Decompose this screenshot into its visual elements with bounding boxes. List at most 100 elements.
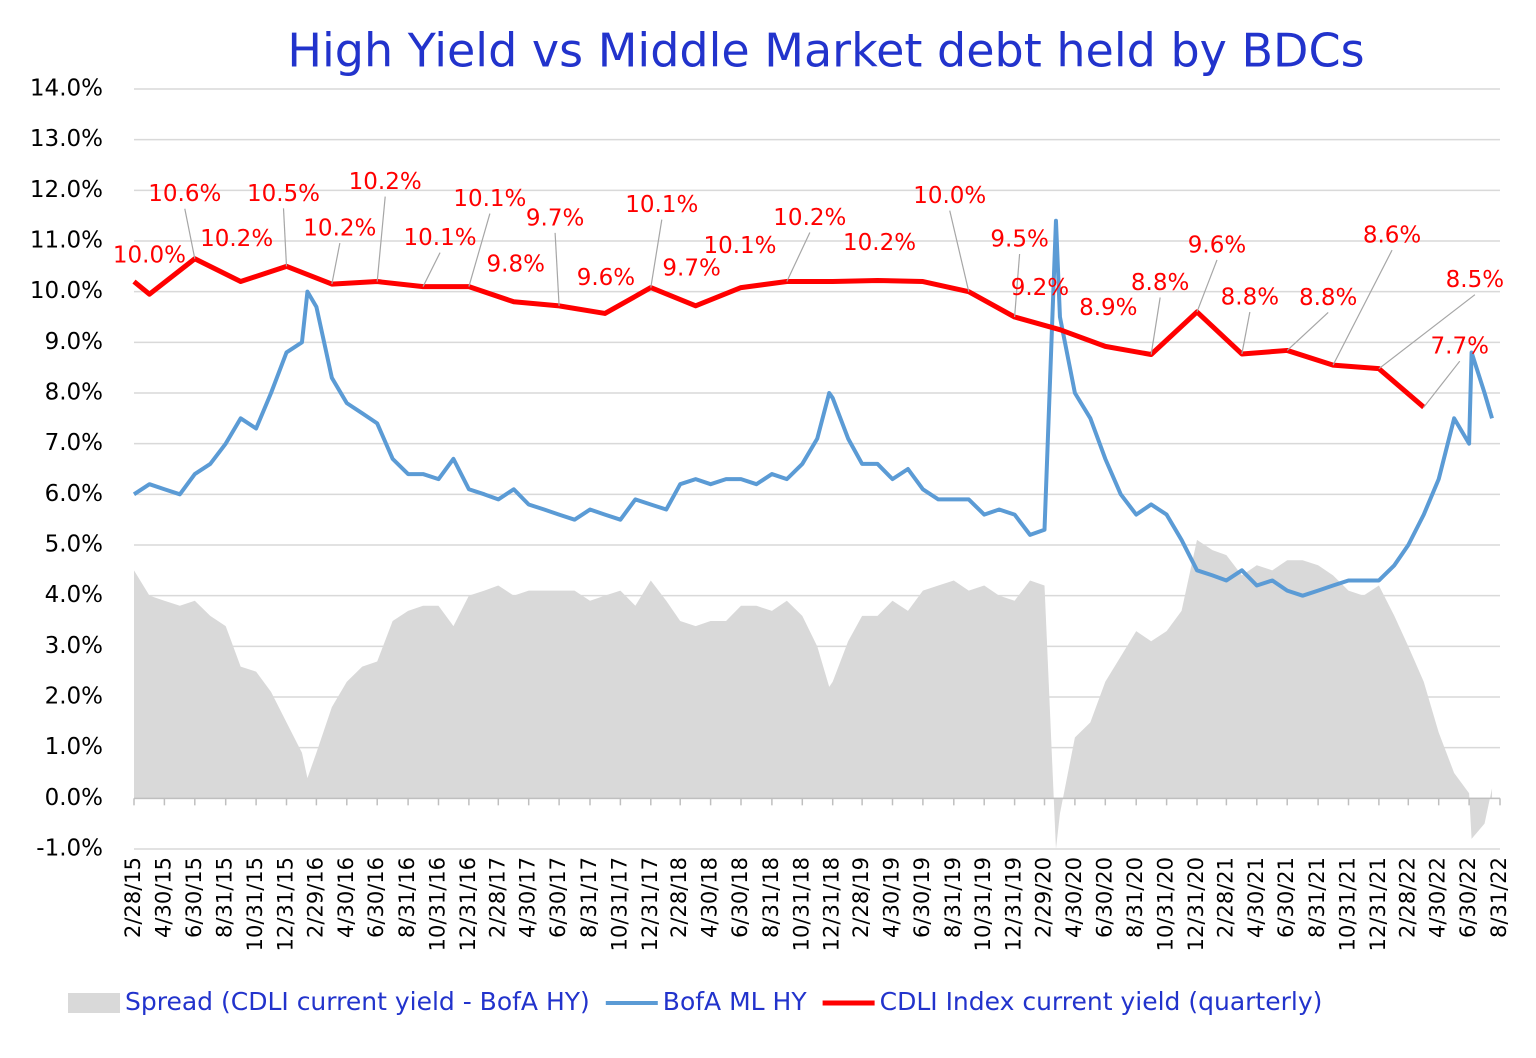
x-tick-label: 10/31/18	[789, 857, 813, 951]
data-label: 10.0%	[913, 183, 986, 209]
leader-line	[554, 232, 560, 306]
x-tick-label: 6/30/21	[1274, 857, 1298, 938]
leader-line	[1423, 360, 1461, 408]
leader-line	[376, 196, 386, 282]
x-tick-label: 8/31/22	[1487, 857, 1511, 938]
data-label: 7.7%	[1431, 334, 1489, 360]
data-label: 9.6%	[1188, 232, 1246, 258]
x-tick-label: 4/30/19	[880, 857, 904, 938]
x-tick-label: 12/31/15	[273, 857, 297, 951]
data-label: 8.6%	[1363, 223, 1421, 249]
x-tick-label: 12/31/16	[456, 857, 480, 951]
x-tick-label: 4/30/17	[516, 857, 540, 938]
legend-swatch	[68, 993, 120, 1013]
y-tick-label: 10.0%	[30, 278, 103, 304]
y-tick-label: -1.0%	[36, 836, 103, 862]
leader-line	[949, 210, 970, 292]
x-tick-label: 4/30/20	[1062, 857, 1086, 938]
y-tick-label: 5.0%	[45, 532, 103, 558]
x-tick-label: 6/30/17	[546, 857, 570, 938]
data-label: 9.7%	[526, 205, 584, 231]
y-tick-label: 2.0%	[45, 684, 103, 710]
data-label: 9.7%	[662, 255, 720, 281]
y-tick-label: 0.0%	[45, 785, 103, 811]
x-tick-label: 8/31/19	[941, 857, 965, 938]
leader-line	[1150, 297, 1161, 355]
leader-line	[1378, 294, 1476, 370]
data-label: 8.8%	[1131, 270, 1189, 296]
data-label: 10.6%	[148, 181, 221, 207]
x-tick-label: 4/30/15	[151, 857, 175, 938]
data-label: 10.2%	[843, 230, 916, 256]
leader-line	[650, 219, 663, 288]
y-tick-label: 7.0%	[45, 430, 103, 456]
x-tick-label: 2/29/16	[303, 857, 327, 938]
x-tick-label: 8/31/20	[1123, 857, 1147, 938]
x-tick-label: 2/28/21	[1213, 857, 1237, 938]
x-tick-label: 8/31/18	[759, 857, 783, 938]
spread-area	[134, 539, 1493, 849]
x-tick-label: 8/31/21	[1305, 857, 1329, 938]
data-label: 10.1%	[453, 186, 526, 212]
data-label: 10.2%	[773, 205, 846, 231]
data-label: 8.8%	[1299, 285, 1357, 311]
leader-line	[1241, 311, 1251, 355]
x-tick-label: 6/30/22	[1456, 857, 1480, 938]
x-tick-label: 4/30/22	[1426, 857, 1450, 938]
x-tick-label: 8/31/16	[395, 857, 419, 938]
x-tick-label: 10/31/19	[971, 857, 995, 951]
x-tick-label: 10/31/20	[1154, 857, 1178, 951]
chart-title: High Yield vs Middle Market debt held by…	[287, 24, 1364, 78]
data-label: 8.9%	[1079, 295, 1137, 321]
x-tick-label: 8/31/15	[213, 857, 237, 938]
x-tick-label: 10/31/16	[425, 857, 449, 951]
legend-label: Spread (CDLI current yield - BofA HY)	[125, 987, 590, 1016]
series-line	[132, 256, 1426, 410]
x-tick-label: 2/28/22	[1395, 857, 1419, 938]
leader-line	[1196, 259, 1218, 313]
data-label: 10.2%	[200, 226, 273, 252]
y-tick-label: 9.0%	[45, 329, 103, 355]
leader-line	[184, 208, 196, 259]
data-label: 8.8%	[1221, 284, 1279, 310]
x-tick-label: 4/30/16	[334, 857, 358, 938]
x-tick-label: 6/30/16	[364, 857, 388, 938]
x-tick-label: 12/31/20	[1184, 857, 1208, 951]
x-tick-label: 12/31/21	[1366, 857, 1390, 951]
x-tick-label: 2/28/15	[121, 857, 145, 938]
x-tick-label: 4/30/18	[698, 857, 722, 938]
x-tick-label: 10/31/15	[243, 857, 267, 951]
leader-line	[1332, 249, 1393, 366]
legend-label: CDLI Index current yield (quarterly)	[880, 987, 1323, 1016]
data-label: 9.5%	[990, 227, 1048, 253]
y-tick-label: 1.0%	[45, 734, 103, 760]
y-tick-label: 6.0%	[45, 481, 103, 507]
y-tick-label: 11.0%	[30, 228, 103, 254]
x-tick-label: 10/31/17	[607, 857, 631, 951]
data-label: 10.1%	[703, 233, 776, 259]
x-tick-label: 2/28/19	[849, 857, 873, 938]
x-tick-label: 6/30/20	[1092, 857, 1116, 938]
data-label: 10.2%	[349, 169, 422, 195]
data-label: 10.5%	[247, 181, 320, 207]
data-label: 10.2%	[303, 216, 376, 242]
data-label: 10.1%	[404, 225, 477, 251]
data-label: 9.2%	[1011, 275, 1069, 301]
x-tick-label: 6/30/18	[728, 857, 752, 938]
y-tick-label: 8.0%	[45, 380, 103, 406]
y-tick-label: 12.0%	[30, 177, 103, 203]
leader-line	[468, 213, 491, 287]
x-tick-label: 2/28/18	[667, 857, 691, 938]
data-label: 10.0%	[113, 243, 186, 269]
x-tick-label: 10/31/21	[1335, 857, 1359, 951]
y-tick-label: 4.0%	[45, 582, 103, 608]
leader-line	[282, 208, 288, 267]
y-tick-label: 14.0%	[30, 76, 103, 102]
leader-line	[786, 232, 811, 282]
data-label: 9.8%	[487, 251, 545, 277]
x-tick-label: 8/31/17	[577, 857, 601, 938]
leader-line	[331, 242, 341, 285]
data-label: 8.5%	[1446, 267, 1504, 293]
